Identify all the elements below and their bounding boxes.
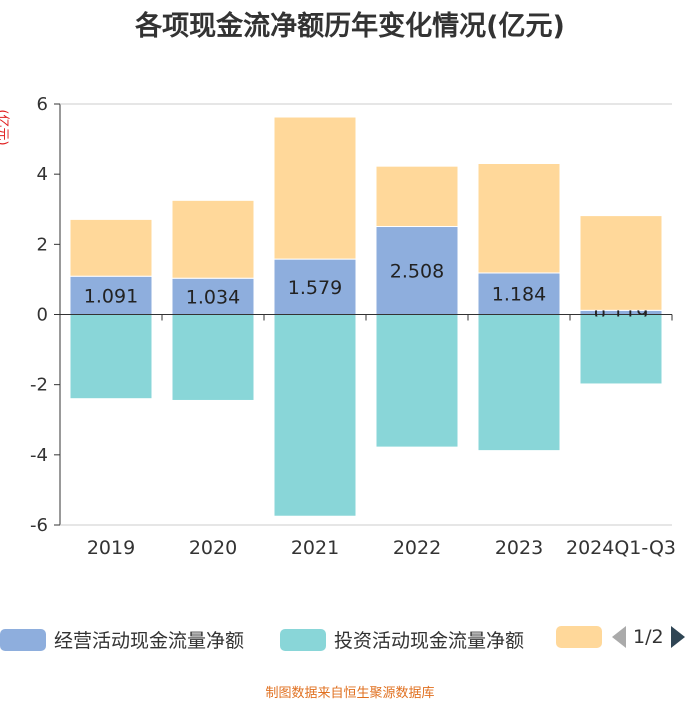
bar-investing-2019 (70, 315, 152, 399)
y-tick-label--2: -2 (30, 375, 48, 396)
bar-investing-2021 (274, 315, 356, 517)
legend-swatch-investing (280, 629, 326, 651)
bar-investing-2020 (172, 315, 254, 401)
x-category-label-2020: 2020 (189, 537, 237, 559)
legend-label-operating: 经营活动现金流量净额 (54, 626, 244, 653)
prev-page-icon[interactable] (612, 626, 626, 648)
bar-investing-2023 (478, 315, 560, 451)
legend-label-investing: 投资活动现金流量净额 (334, 626, 524, 653)
y-tick-label-2: 2 (37, 234, 48, 255)
bar-financing-2021 (274, 117, 356, 259)
legend-item-financing[interactable] (556, 626, 602, 648)
legend: 经营活动现金流量净额 投资活动现金流量净额 1/2 (0, 626, 700, 656)
y-tick-label-4: 4 (37, 164, 48, 185)
y-tick-label-6: 6 (37, 94, 48, 115)
x-category-label-2024Q1-Q3: 2024Q1-Q3 (566, 537, 676, 559)
x-category-label-2023: 2023 (495, 537, 543, 559)
bar-financing-2020 (172, 200, 254, 278)
next-page-icon[interactable] (671, 626, 685, 648)
bar-investing-2024Q1-Q3 (580, 315, 662, 384)
data-label-2022: 2.508 (390, 261, 444, 283)
bar-financing-2022 (376, 166, 458, 226)
legend-pager: 1/2 (612, 626, 685, 648)
bar-financing-2023 (478, 164, 560, 273)
bar-investing-2022 (376, 315, 458, 448)
legend-swatch-operating (0, 629, 46, 651)
data-label-2020: 1.034 (186, 286, 240, 308)
x-category-label-2021: 2021 (291, 537, 339, 559)
x-category-label-2022: 2022 (393, 537, 441, 559)
data-label-2023: 1.184 (492, 284, 546, 306)
x-category-label-2019: 2019 (87, 537, 135, 559)
legend-page-indicator: 1/2 (633, 626, 664, 648)
legend-swatch-financing (556, 626, 602, 648)
y-tick-label-0: 0 (37, 305, 48, 326)
bar-financing-2019 (70, 219, 152, 276)
y-tick-label--6: -6 (30, 515, 48, 536)
y-tick-label--4: -4 (30, 445, 48, 466)
legend-item-operating[interactable]: 经营活动现金流量净额 (0, 626, 244, 653)
data-source-note: 制图数据来自恒生聚源数据库 (0, 682, 700, 701)
data-label-2019: 1.091 (84, 285, 138, 307)
legend-item-investing[interactable]: 投资活动现金流量净额 (280, 626, 524, 653)
data-label-2021: 1.579 (288, 277, 342, 299)
bar-financing-2024Q1-Q3 (580, 216, 662, 311)
